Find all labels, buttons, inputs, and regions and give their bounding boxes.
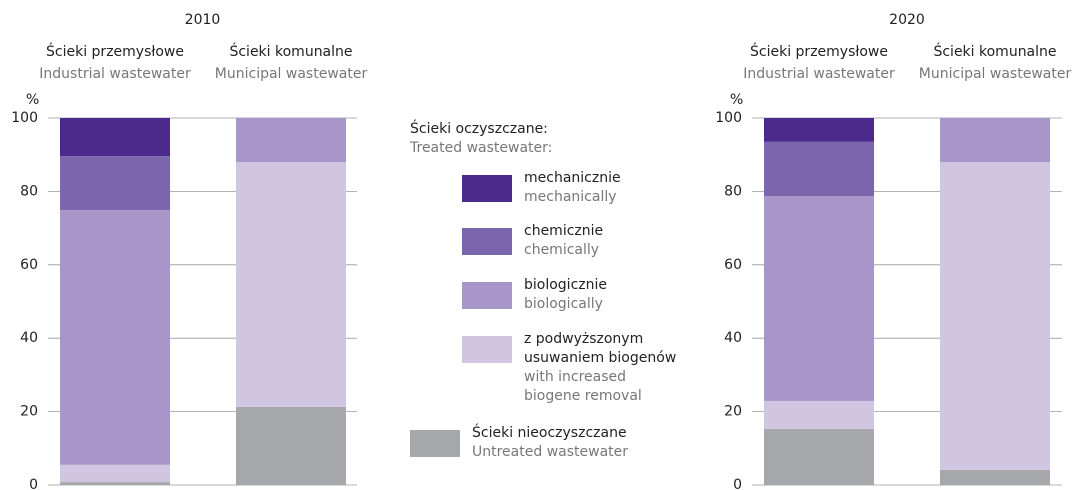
y-tick-label: 0 xyxy=(29,477,38,490)
legend-label-en: biologically xyxy=(524,296,603,312)
legend-label: chemicznie xyxy=(524,223,604,239)
bar-segment xyxy=(764,118,874,142)
bar-segment xyxy=(764,141,874,197)
legend-label: mechanicznie xyxy=(524,170,621,186)
y-tick-label: 20 xyxy=(724,404,742,420)
bar-segment xyxy=(236,406,346,485)
category-label: Ścieki komunalne xyxy=(933,42,1056,60)
legend-label-en: Untreated wastewater xyxy=(472,444,629,460)
legend-label: z podwyższonym usuwaniem biogenów xyxy=(524,331,677,366)
chart-title: 2020 xyxy=(889,12,925,28)
bar-segment xyxy=(60,118,170,157)
y-tick-label: 40 xyxy=(724,330,742,346)
bar-segment xyxy=(236,118,346,163)
category-label: Ścieki komunalne xyxy=(229,42,352,60)
legend-swatch xyxy=(462,336,512,363)
legend-label: biologicznie xyxy=(524,277,607,293)
category-label: Ścieki przemysłowe xyxy=(750,42,888,60)
bar-segment xyxy=(764,400,874,429)
legend-label: Ścieki nieoczyszczane xyxy=(472,425,627,441)
legend-title-en: Treated wastewater: xyxy=(410,140,553,156)
y-axis-label: % xyxy=(730,92,743,108)
bar-segment xyxy=(60,482,170,485)
category-label-en: Municipal wastewater xyxy=(215,66,368,82)
chart-title: 2010 xyxy=(185,12,221,28)
bar-segment xyxy=(236,162,346,407)
bar-segment xyxy=(940,162,1050,470)
bar-segment xyxy=(60,156,170,211)
category-label-en: Municipal wastewater xyxy=(919,66,1072,82)
legend-title-pl: Ścieki oczyszczane: xyxy=(410,121,548,137)
category-label-en: Industrial wastewater xyxy=(743,66,895,82)
bar-segment xyxy=(940,469,1050,485)
y-tick-label: 60 xyxy=(724,257,742,273)
bar-segment xyxy=(940,118,1050,163)
legend-label-en: mechanically xyxy=(524,189,617,205)
legend-item: mechanicznie mechanically xyxy=(524,169,684,207)
y-tick-label: 40 xyxy=(20,330,38,346)
bar-segment xyxy=(764,196,874,401)
y-tick-label: 100 xyxy=(715,110,742,126)
legend-label-en: with increased biogene removal xyxy=(524,369,642,404)
legend-swatch xyxy=(462,228,512,255)
legend-item: z podwyższonym usuwaniem biogenów with in… xyxy=(524,330,684,406)
y-tick-label: 100 xyxy=(11,110,38,126)
category-label: Ścieki przemysłowe xyxy=(46,42,184,60)
legend-item: biologicznie biologically xyxy=(524,276,684,314)
legend-item: Ścieki nieoczyszczane Untreated wastewate… xyxy=(472,424,662,462)
y-tick-label: 60 xyxy=(20,257,38,273)
legend-title: Ścieki oczyszczane: Treated wastewater: xyxy=(410,120,552,158)
legend-swatch xyxy=(462,175,512,202)
y-tick-label: 80 xyxy=(724,183,742,199)
y-tick-label: 80 xyxy=(20,183,38,199)
bar-segment xyxy=(60,210,170,465)
bar-segment xyxy=(764,428,874,485)
y-tick-label: 0 xyxy=(733,477,742,490)
legend-label-en: chemically xyxy=(524,242,600,258)
legend-swatch xyxy=(410,430,460,457)
y-axis-label: % xyxy=(26,92,39,108)
legend-item: chemicznie chemically xyxy=(524,222,684,260)
legend-swatch xyxy=(462,282,512,309)
bar-segment xyxy=(60,464,170,483)
category-label-en: Industrial wastewater xyxy=(39,66,191,82)
y-tick-label: 20 xyxy=(20,404,38,420)
